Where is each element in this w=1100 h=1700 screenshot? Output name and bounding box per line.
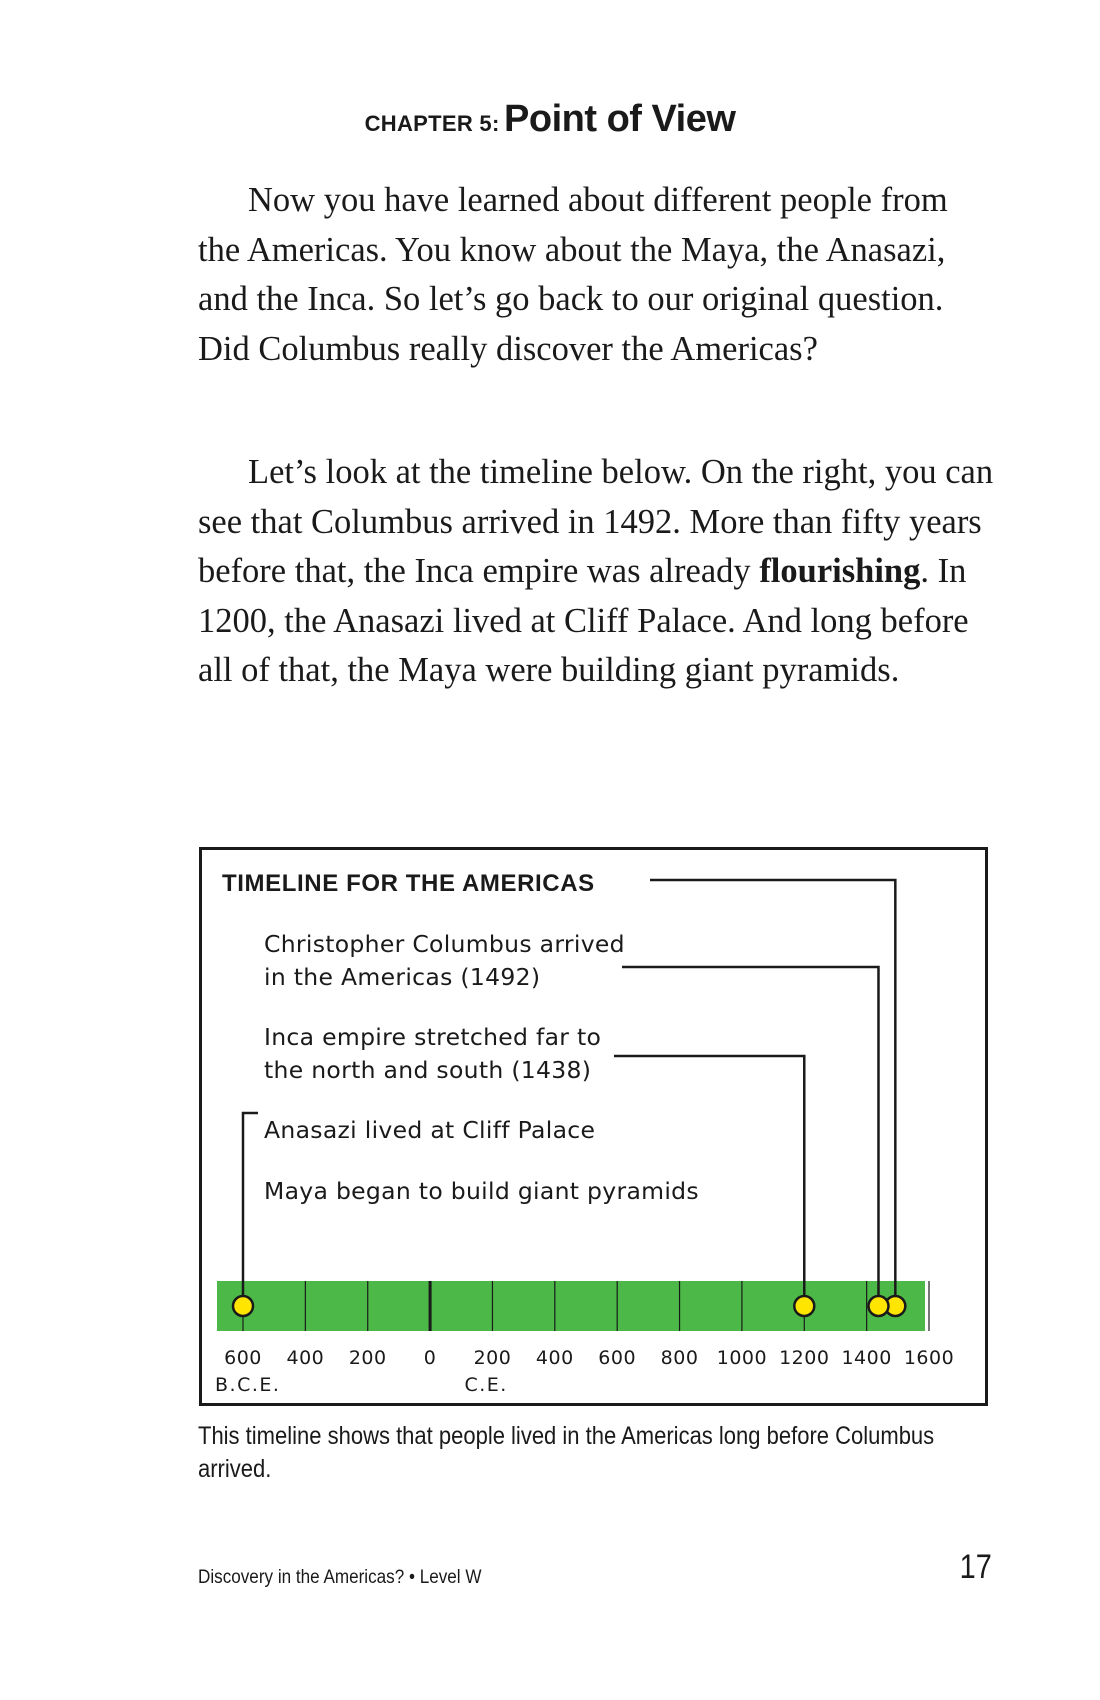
page-number: 17 bbox=[959, 1548, 992, 1586]
timeline-tick-label: 600 bbox=[598, 1347, 637, 1369]
paragraph-1-text: Now you have learned about different peo… bbox=[198, 181, 948, 368]
timeline-markers bbox=[231, 1294, 907, 1318]
timeline-tick-label: 800 bbox=[660, 1347, 699, 1369]
timeline-leader-line bbox=[241, 1111, 258, 1296]
timeline-tick-label: 400 bbox=[535, 1347, 574, 1369]
event-columbus-line2: in the Americas (1492) bbox=[264, 963, 541, 991]
timeline-tick-label: 1400 bbox=[841, 1347, 892, 1369]
event-anasazi-line1: Anasazi lived at Cliff Palace bbox=[264, 1116, 596, 1144]
body-paragraph-2: Let’s look at the timeline below. On the… bbox=[198, 448, 998, 696]
event-label-maya: Maya began to build giant pyramids bbox=[264, 1175, 699, 1208]
timeline-event-marker bbox=[231, 1294, 255, 1318]
chapter-title: Point of View bbox=[504, 98, 736, 140]
timeline-leader-line bbox=[622, 965, 880, 1296]
timeline-tick-label: 200 bbox=[348, 1347, 387, 1369]
body-paragraph-1: Now you have learned about different peo… bbox=[198, 176, 998, 374]
chapter-heading: CHAPTER 5: Point of View bbox=[0, 98, 1100, 141]
paragraph-2-text-before: Let’s look at the timeline below. On the… bbox=[198, 453, 994, 590]
event-inca-line2: the north and south (1438) bbox=[264, 1056, 592, 1084]
timeline-tick-label: 1000 bbox=[716, 1347, 768, 1369]
timeline-leader-line bbox=[650, 878, 897, 1296]
footer-book-title: Discovery in the Americas? • Level W bbox=[198, 1567, 482, 1588]
timeline-tick-label: 400 bbox=[286, 1347, 325, 1369]
chapter-label: CHAPTER 5: bbox=[364, 111, 500, 136]
timeline-era-label: B.C.E. bbox=[215, 1374, 281, 1396]
timeline-graphic bbox=[217, 878, 930, 1331]
timeline-leader-lines bbox=[241, 878, 897, 1296]
timeline-event-marker bbox=[793, 1294, 816, 1318]
event-columbus-line1: Christopher Columbus arrived bbox=[264, 930, 625, 958]
timeline-event-marker bbox=[867, 1294, 890, 1318]
timeline-tick-label: 200 bbox=[473, 1347, 512, 1369]
event-label-anasazi: Anasazi lived at Cliff Palace bbox=[264, 1114, 595, 1147]
timeline-tick-label: 600 bbox=[224, 1347, 262, 1369]
timeline-title: TIMELINE FOR THE AMERICAS bbox=[222, 870, 595, 897]
event-inca-line1: Inca empire stretched far to bbox=[264, 1023, 602, 1051]
vocabulary-word: flourishing bbox=[759, 552, 921, 590]
timeline-bar bbox=[217, 1281, 925, 1331]
timeline-tick-label: 0 bbox=[423, 1347, 437, 1369]
paragraph-2-text-after: . In 1200, the Anasazi lived at Cliff Pa… bbox=[198, 552, 969, 689]
event-label-inca: Inca empire stretched far to the north a… bbox=[264, 1021, 601, 1087]
event-label-columbus: Christopher Columbus arrived in the Amer… bbox=[264, 928, 625, 994]
timeline-era-label: C.E. bbox=[464, 1374, 508, 1396]
timeline-tick-label: 1600 bbox=[903, 1347, 955, 1369]
figure-caption: This timeline shows that people lived in… bbox=[198, 1422, 935, 1483]
timeline-leader-line bbox=[614, 1054, 806, 1296]
event-maya-line1: Maya began to build giant pyramids bbox=[264, 1177, 699, 1205]
timeline-figure: TIMELINE FOR THE AMERICAS Christopher Co… bbox=[199, 847, 988, 1406]
timeline-tick-label: 1200 bbox=[779, 1347, 830, 1369]
